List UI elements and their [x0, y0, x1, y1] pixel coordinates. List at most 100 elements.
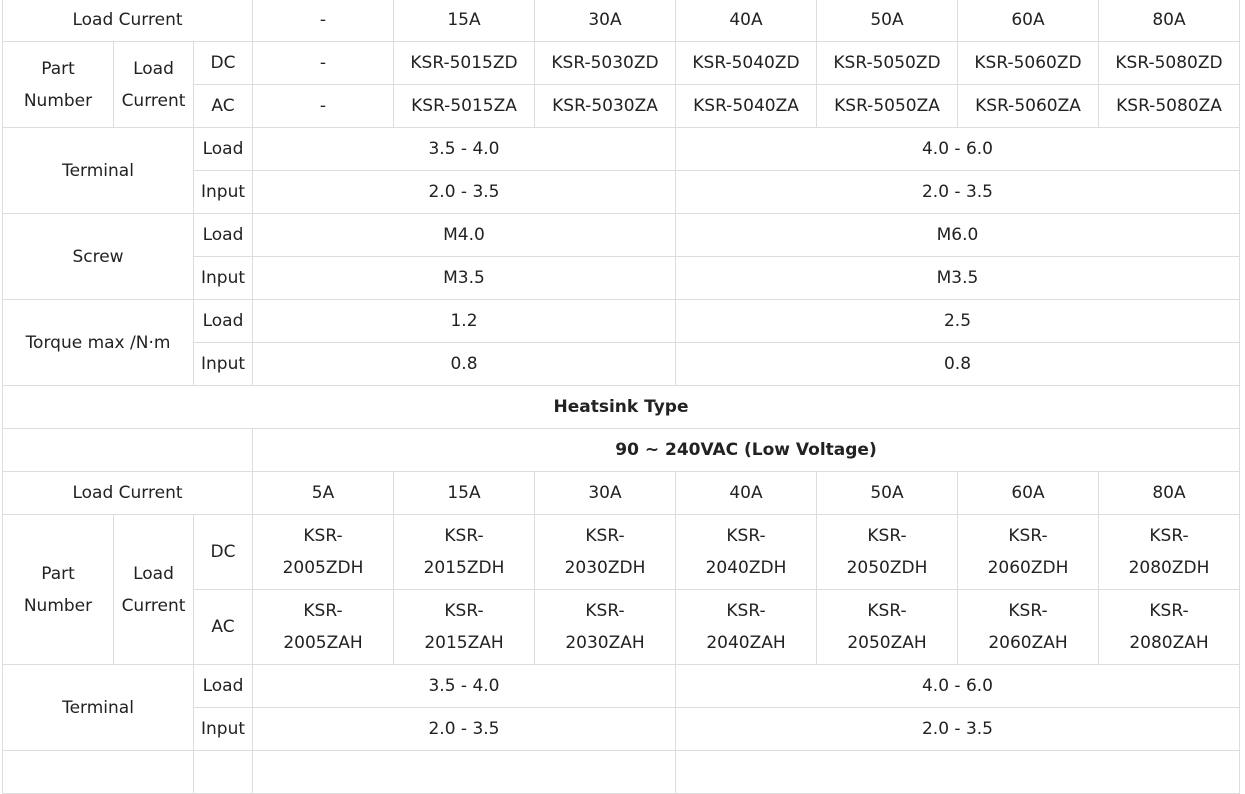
- part-line: KSR-: [444, 526, 484, 546]
- part-line: 2060ZDH: [987, 558, 1069, 578]
- cell-part: KSR- 2060ZAH: [957, 589, 1099, 665]
- cell-current: 60A: [957, 471, 1099, 515]
- part-line: 2050ZDH: [846, 558, 928, 578]
- cell-part: KSR- 2005ZDH: [252, 514, 394, 590]
- table-row-torque-input: Input 0.8 0.8: [3, 342, 1240, 386]
- part-line: 2005ZDH: [282, 558, 364, 578]
- table-row-terminal-load: Terminal Load 3.5 - 4.0 4.0 - 6.0: [2, 664, 1240, 751]
- label-line: Current: [121, 595, 186, 616]
- cell-part: KSR- 2050ZDH: [816, 514, 958, 590]
- table-row-load-current: Load Current 5A 15A 30A 40A 50A 60A 80A: [2, 471, 1240, 515]
- cell-part: -: [252, 41, 394, 85]
- row-label-load-current-sub: Load Current: [113, 514, 194, 665]
- row-label-ac: AC: [193, 84, 253, 128]
- part-line: 2080ZAH: [1129, 633, 1209, 653]
- part-line: 2030ZDH: [564, 558, 646, 578]
- label-line: Load: [133, 563, 174, 584]
- cell-current: 30A: [534, 0, 676, 42]
- row-label-input: Input: [193, 170, 253, 214]
- cell-part: KSR- 2030ZDH: [534, 514, 676, 590]
- cell-current: -: [252, 0, 394, 42]
- part-line: KSR-: [1149, 601, 1189, 621]
- row-label-torque: Torque max /N·m: [2, 299, 194, 386]
- row-label-input: Input: [193, 342, 253, 386]
- blank-cell: [252, 750, 676, 794]
- table-row-load-current: Load Current - 15A 30A 40A 50A 60A 80A: [2, 0, 1240, 42]
- table-row-screw-load: Screw Load M4.0 M6.0: [2, 213, 1240, 300]
- part-line: KSR-: [585, 526, 625, 546]
- part-line: KSR-: [867, 601, 907, 621]
- blank-cell: [193, 750, 253, 794]
- row-label-dc: DC: [193, 514, 253, 590]
- row-label-load: Load: [193, 213, 253, 257]
- cell-value: 0.8: [675, 342, 1240, 386]
- part-line: 2050ZAH: [847, 633, 927, 653]
- cell-part: KSR- 2050ZAH: [816, 589, 958, 665]
- table-row-cutoff: [2, 750, 1240, 794]
- cell-current: 60A: [957, 0, 1099, 42]
- cell-value: 2.5: [675, 299, 1240, 343]
- blank-cell: [2, 750, 194, 794]
- row-label-load: Load: [193, 127, 253, 171]
- part-line: KSR-: [585, 601, 625, 621]
- table-row-section-title: Heatsink Type: [2, 385, 1240, 429]
- cell-part: KSR-5015ZD: [393, 41, 535, 85]
- part-line: KSR-: [444, 601, 484, 621]
- part-line: 2015ZDH: [423, 558, 505, 578]
- cell-part: KSR-5040ZD: [675, 41, 817, 85]
- label-line: Number: [23, 595, 93, 616]
- part-line: KSR-: [303, 601, 343, 621]
- cell-part: KSR- 2015ZAH: [393, 589, 535, 665]
- cell-part: KSR- 2030ZAH: [534, 589, 676, 665]
- cell-value: M6.0: [675, 213, 1240, 257]
- cell-value: M4.0: [252, 213, 676, 257]
- row-label-load: Load: [193, 664, 253, 708]
- cell-value: M3.5: [675, 256, 1240, 300]
- cell-current: 30A: [534, 471, 676, 515]
- cell-current: 5A: [252, 471, 394, 515]
- label-line: Current: [121, 90, 186, 111]
- table-row-voltage-title: 90 ~ 240VAC (Low Voltage): [2, 428, 1240, 472]
- cell-part: KSR-5050ZA: [816, 84, 958, 128]
- row-label-part-number: Part Number: [2, 41, 114, 128]
- part-line: KSR-: [1008, 601, 1048, 621]
- cell-part: -: [252, 84, 394, 128]
- cell-part: KSR-5040ZA: [675, 84, 817, 128]
- cell-current: 50A: [816, 471, 958, 515]
- row-label-load-current: Load Current: [2, 0, 253, 42]
- row-label-ac: AC: [193, 589, 253, 665]
- row-label-screw: Screw: [2, 213, 194, 300]
- label-line: Number: [23, 90, 93, 111]
- cell-part: KSR- 2040ZDH: [675, 514, 817, 590]
- cell-part: KSR-5060ZA: [957, 84, 1099, 128]
- cell-value: M3.5: [252, 256, 676, 300]
- table-row-part-ac: AC - KSR-5015ZA KSR-5030ZA KSR-5040ZA KS…: [3, 84, 1240, 128]
- row-label-input: Input: [193, 707, 253, 751]
- cell-value: 4.0 - 6.0: [675, 664, 1240, 708]
- cell-value: 2.0 - 3.5: [675, 707, 1240, 751]
- row-label-load: Load: [193, 299, 253, 343]
- cell-part: KSR- 2060ZDH: [957, 514, 1099, 590]
- blank-cell: [2, 428, 253, 472]
- row-label-input: Input: [193, 256, 253, 300]
- table-row-part-dc: Part Number Load Current DC - KSR-5015ZD…: [2, 41, 1240, 128]
- part-line: KSR-: [726, 526, 766, 546]
- part-line: 2015ZAH: [424, 633, 504, 653]
- cell-current: 40A: [675, 471, 817, 515]
- cell-current: 80A: [1098, 471, 1240, 515]
- cell-current: 15A: [393, 0, 535, 42]
- cell-current: 80A: [1098, 0, 1240, 42]
- cell-part: KSR- 2040ZAH: [675, 589, 817, 665]
- cell-part: KSR- 2005ZAH: [252, 589, 394, 665]
- label-line: Part: [41, 58, 75, 79]
- cell-part: KSR-5050ZD: [816, 41, 958, 85]
- blank-cell: [675, 750, 1240, 794]
- cell-value: 1.2: [252, 299, 676, 343]
- cell-current: 50A: [816, 0, 958, 42]
- cell-part: KSR-5080ZD: [1098, 41, 1240, 85]
- cell-value: 4.0 - 6.0: [675, 127, 1240, 171]
- row-label-part-number: Part Number: [2, 514, 114, 665]
- cell-value: 2.0 - 3.5: [252, 707, 676, 751]
- cell-value: 3.5 - 4.0: [252, 664, 676, 708]
